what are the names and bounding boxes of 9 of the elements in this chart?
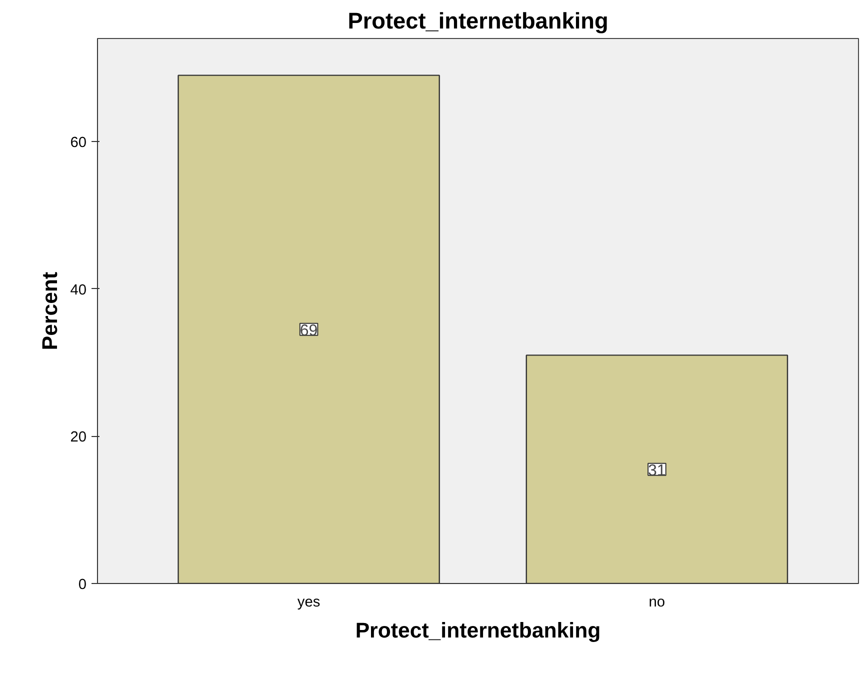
y-tick-label: 40	[70, 282, 87, 298]
x-tick-label: yes	[297, 594, 320, 610]
y-tick-label: 20	[70, 430, 87, 446]
x-tick-label: no	[648, 594, 666, 610]
y-axis-title: Percent	[38, 272, 62, 350]
y-tick-label: 60	[70, 135, 87, 152]
y-tick-label: 0	[78, 577, 87, 593]
chart-title: Protect_internetbanking	[348, 8, 608, 34]
x-axis-title: Protect_internetbanking	[355, 618, 601, 642]
